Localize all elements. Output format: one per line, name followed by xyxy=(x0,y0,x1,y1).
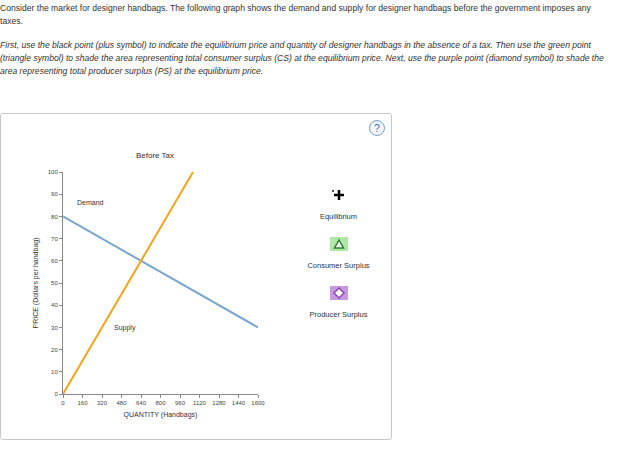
svg-text:100: 100 xyxy=(48,169,59,175)
svg-text:10: 10 xyxy=(51,369,58,375)
svg-text:800: 800 xyxy=(155,400,166,406)
svg-text:80: 80 xyxy=(51,214,58,220)
svg-text:960: 960 xyxy=(175,400,186,406)
svg-text:1120: 1120 xyxy=(193,400,207,406)
svg-text:0: 0 xyxy=(61,400,65,406)
svg-text:70: 70 xyxy=(51,236,58,242)
svg-text:320: 320 xyxy=(97,400,108,406)
html-text:Consumer Surplus: Consumer Surplus xyxy=(307,261,370,270)
html-text:First, use the black point (pl: First, use the black point (plus symbol)… xyxy=(0,40,604,76)
svg-text:30: 30 xyxy=(51,325,58,331)
svg-text:1600: 1600 xyxy=(251,400,265,406)
svg-text:QUANTITY (Handbags): QUANTITY (Handbags) xyxy=(124,411,198,419)
html-text:Consider the market for design: Consider the market for designer handbag… xyxy=(0,3,591,26)
html-text:Producer Surplus: Producer Surplus xyxy=(309,310,368,319)
svg-text:1440: 1440 xyxy=(232,400,246,406)
svg-text:Before Tax: Before Tax xyxy=(136,151,174,160)
svg-text:480: 480 xyxy=(116,400,127,406)
svg-text:1280: 1280 xyxy=(212,400,226,406)
svg-text:640: 640 xyxy=(136,400,147,406)
svg-text:60: 60 xyxy=(51,258,58,264)
svg-text:20: 20 xyxy=(51,347,58,353)
svg-text:160: 160 xyxy=(77,400,88,406)
svg-text:50: 50 xyxy=(51,280,58,286)
svg-text:0: 0 xyxy=(54,391,58,397)
svg-text:Demand: Demand xyxy=(77,199,104,206)
svg-text:40: 40 xyxy=(51,302,58,308)
svg-text:PRICE (Dollars per handbag): PRICE (Dollars per handbag) xyxy=(32,237,40,328)
svg-text:90: 90 xyxy=(51,191,58,197)
svg-text:Supply: Supply xyxy=(114,324,136,332)
html-text:Equilibrium: Equilibrium xyxy=(319,212,357,221)
